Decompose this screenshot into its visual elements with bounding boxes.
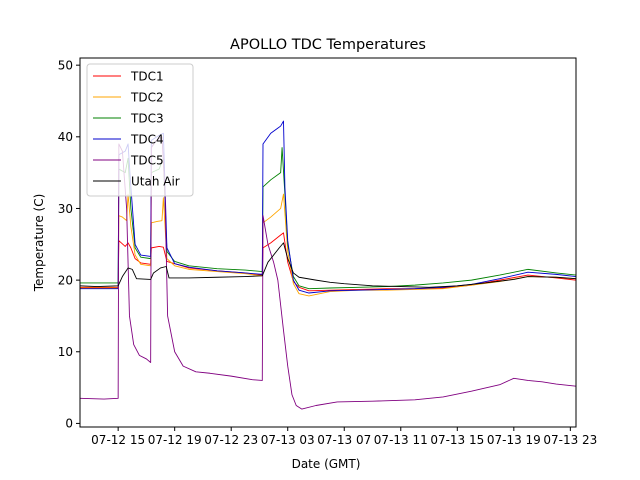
y-axis: 0 10 20 30 40 50	[58, 58, 80, 431]
series-layer	[79, 120, 577, 410]
legend-label-tdc5: TDC5	[130, 153, 164, 167]
x-tick-label: 07-13 15	[430, 433, 484, 447]
x-tick-label: 07-13 23	[543, 433, 597, 447]
x-tick-label: 07-12 19	[148, 433, 202, 447]
x-tick-label: 07-13 07	[317, 433, 371, 447]
chart-title: APOLLO TDC Temperatures	[230, 37, 426, 53]
legend-label-tdc3: TDC3	[130, 111, 164, 125]
x-axis-label: Date (GMT)	[292, 457, 361, 471]
x-tick-label: 07-12 23	[204, 433, 258, 447]
x-tick-label: 07-13 19	[487, 433, 541, 447]
x-axis: 07-12 15 07-12 19 07-12 23 07-13 03 07-13 07…	[91, 427, 597, 447]
series-line-tdc5	[79, 136, 577, 410]
legend-label-tdc2: TDC2	[130, 90, 164, 104]
x-tick-label: 07-12 15	[91, 433, 145, 447]
series-line-tdc2	[80, 193, 577, 297]
x-tick-label: 07-13 03	[261, 433, 315, 447]
y-axis-label: Temperature (C)	[32, 194, 46, 293]
y-tick-label: 40	[58, 130, 73, 144]
y-tick-label: 30	[58, 202, 73, 216]
series-line-tdc4	[80, 120, 577, 294]
y-tick-label: 0	[65, 417, 73, 431]
plot-frame	[79, 57, 577, 428]
legend-label-tdc1: TDC1	[130, 69, 164, 83]
legend: TDC1 TDC2 TDC3 TDC4 TDC5 Utah Air	[86, 63, 194, 197]
y-tick-label: 20	[58, 273, 73, 287]
legend-label-utah-air: Utah Air	[131, 174, 180, 188]
legend-label-tdc4: TDC4	[130, 132, 164, 146]
series-line-utah-air	[79, 242, 577, 288]
y-tick-label: 50	[58, 58, 73, 72]
y-tick-label: 10	[58, 345, 73, 359]
x-tick-label: 07-13 11	[374, 433, 428, 447]
